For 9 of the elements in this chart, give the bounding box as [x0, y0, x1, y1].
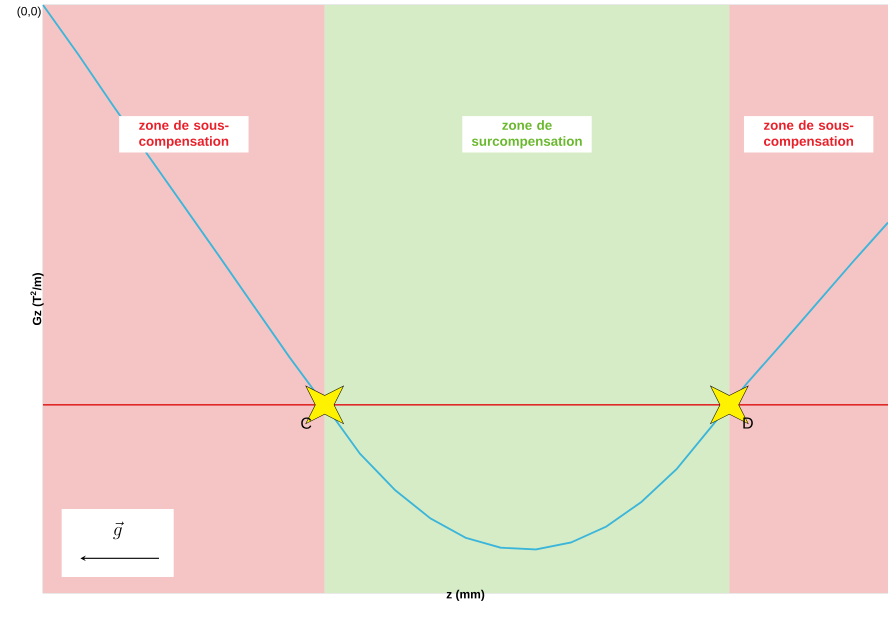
x-axis-title: z (mm) — [446, 590, 484, 601]
annotation: $\vec{g}$ — [113, 522, 124, 540]
annotation: zone de sous-compensation — [139, 120, 228, 149]
text: (0,0) — [17, 6, 41, 18]
annotation: C — [301, 418, 312, 429]
annotation: zone de sous-compensation — [764, 120, 854, 149]
annotation: D — [743, 418, 753, 429]
annotation: zone de surcompensation — [472, 120, 582, 149]
y-axis-title: Gz (T$^{2}$/m) — [30, 273, 44, 326]
